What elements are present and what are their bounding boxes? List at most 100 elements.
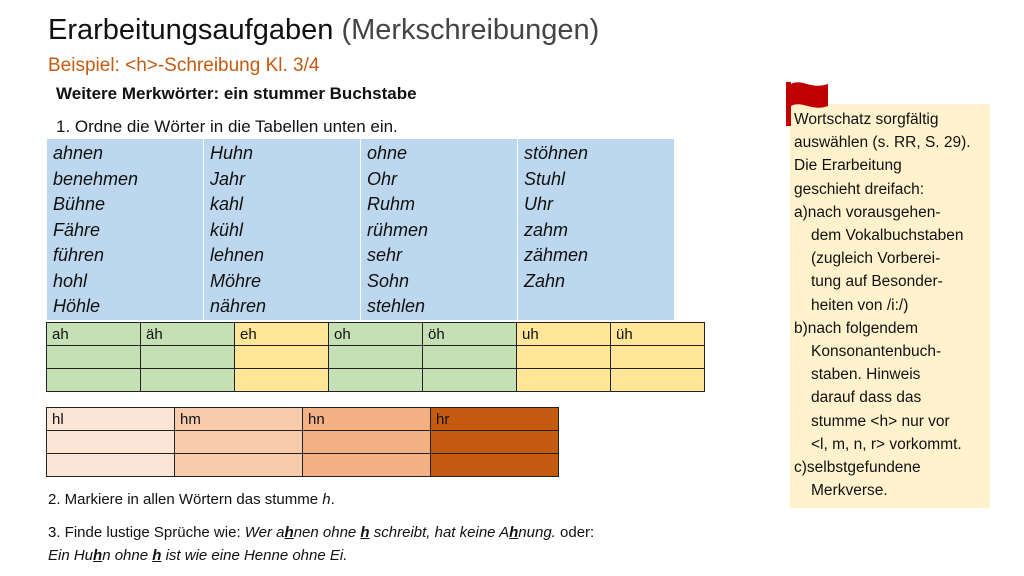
rhyme-part: Ein Hu [48, 547, 94, 564]
word-item: führen [53, 245, 105, 265]
note-line: b)nach folgendem [794, 319, 919, 337]
word-item: ahnen [53, 143, 104, 163]
answer-cell[interactable] [430, 453, 559, 477]
consonant-h-table: hl hm hn hr [46, 407, 559, 477]
column-header: eh [234, 322, 329, 346]
note-line: Konsonantenbuch- [811, 343, 942, 361]
answer-cell[interactable] [234, 368, 329, 392]
word-item: sehr [367, 245, 403, 265]
note-line: stumme <h> nur vor [811, 412, 950, 430]
task-3-intro: 3. Finde lustige Sprüche wie: [48, 524, 245, 541]
note-line: heiten von /i:/) [811, 296, 909, 314]
silent-h: h [284, 524, 294, 541]
task-2: 2. Markiere in allen Wörtern das stumme … [48, 491, 335, 508]
note-line: staben. Hinweis [811, 366, 921, 384]
rhyme-part: Wer a [244, 524, 285, 541]
task-3-or: oder: [555, 524, 595, 541]
word-item: rühmen [367, 219, 429, 240]
answer-cell[interactable] [46, 430, 175, 454]
word-item: stehlen [367, 296, 426, 316]
note-line: <l, m, n, r> vorkommt. [811, 435, 962, 453]
teacher-note: Wortschatz sorgfältig auswählen (s. RR, S… [790, 104, 990, 508]
answer-cell[interactable] [610, 345, 705, 369]
answer-cell[interactable] [422, 345, 517, 369]
answer-cell[interactable] [174, 430, 303, 454]
word-column: stöhnen Stuhl Uhr zahm zähmen Zahn [518, 139, 674, 320]
word-item: Jahr [210, 168, 246, 189]
column-header: uh [516, 322, 611, 346]
rhyme-part: n ohne [102, 547, 153, 564]
word-item: Fähre [53, 219, 101, 240]
answer-cell[interactable] [610, 368, 705, 392]
page-title: Erarbeitungsaufgaben (Merkschreibungen) [48, 14, 599, 47]
section-heading: Weitere Merkwörter: ein stummer Buchstab… [56, 84, 417, 103]
column-header: hm [174, 407, 303, 431]
note-line: (zugleich Vorberei- [811, 250, 941, 268]
answer-cell[interactable] [46, 345, 141, 369]
word-item: Sohn [367, 270, 410, 291]
answer-cell[interactable] [140, 368, 235, 392]
column-header: oh [328, 322, 423, 346]
note-line: auswählen (s. RR, S. 29). [794, 134, 971, 152]
word-item: stöhnen [524, 143, 589, 163]
note-line: tung auf Besonder- [811, 273, 943, 291]
word-item: Zahn [524, 270, 566, 291]
word-item: Uhr [524, 194, 554, 214]
note-line: Wortschatz sorgfältig [794, 111, 939, 128]
word-item: Bühne [53, 194, 106, 214]
word-item: lehnen [210, 245, 265, 265]
task-3-line-1: 3. Finde lustige Sprüche wie: Wer ahnen … [48, 521, 594, 544]
answer-cell[interactable] [516, 345, 611, 369]
table-header-row: ah äh eh oh öh uh üh [46, 322, 705, 346]
note-line: a)nach vorausgehen- [794, 203, 941, 221]
red-flag-icon [786, 82, 828, 126]
word-column: Huhn Jahr kahl kühl lehnen Möhre nähren [204, 139, 360, 320]
silent-h: h [152, 547, 162, 564]
rhyme-part: nung. [518, 524, 556, 541]
answer-cell[interactable] [430, 430, 559, 454]
answer-cell[interactable] [422, 368, 517, 392]
silent-h: h [509, 524, 519, 541]
task-3: 3. Finde lustige Sprüche wie: Wer ahnen … [48, 521, 594, 567]
answer-cell[interactable] [140, 345, 235, 369]
word-item: zähmen [524, 245, 589, 265]
word-item: Ruhm [367, 194, 416, 214]
word-item: hohl [53, 270, 88, 291]
task-3-line-2: Ein Huhn ohne h ist wie eine Henne ohne … [48, 544, 594, 567]
answer-cell[interactable] [328, 368, 423, 392]
task-2-letter: h [322, 491, 331, 508]
rhyme-part: nen ohne [293, 524, 361, 541]
answer-cell[interactable] [46, 368, 141, 392]
answer-cell[interactable] [174, 453, 303, 477]
word-item: Huhn [210, 143, 254, 163]
title-main: Erarbeitungsaufgaben [48, 14, 334, 46]
answer-cell[interactable] [234, 345, 329, 369]
word-item: Stuhl [524, 168, 566, 189]
word-item: Höhle [53, 296, 101, 316]
silent-h: h [360, 524, 370, 541]
table-row [46, 345, 705, 369]
word-column: ahnen benehmen Bühne Fähre führen hohl Höhle [47, 139, 203, 320]
task-2-end: . [330, 491, 335, 508]
note-line: Die Erarbeitung [794, 157, 902, 175]
silent-h: h [93, 547, 103, 564]
word-item: kühl [210, 219, 244, 240]
answer-cell[interactable] [46, 453, 175, 477]
answer-cell[interactable] [516, 368, 611, 392]
column-header: hr [430, 407, 559, 431]
task-2-text: 2. Markiere in allen Wörtern das stumme [48, 491, 323, 508]
note-line: c)selbstgefundene [794, 459, 921, 477]
table-row [46, 430, 559, 454]
subtitle: Beispiel: <h>-Schreibung Kl. 3/4 [48, 55, 320, 76]
word-item: Möhre [210, 270, 262, 291]
table-header-row: hl hm hn hr [46, 407, 559, 431]
answer-cell[interactable] [302, 453, 431, 477]
answer-cell[interactable] [302, 430, 431, 454]
note-line: Merkverse. [811, 482, 888, 500]
column-header: üh [610, 322, 705, 346]
word-item: Ohr [367, 168, 398, 189]
word-grid: ahnen benehmen Bühne Fähre führen hohl Höhle Hu… [47, 139, 674, 320]
answer-cell[interactable] [328, 345, 423, 369]
title-paren: (Merkschreibungen) [333, 14, 600, 46]
word-item: nähren [210, 296, 267, 316]
